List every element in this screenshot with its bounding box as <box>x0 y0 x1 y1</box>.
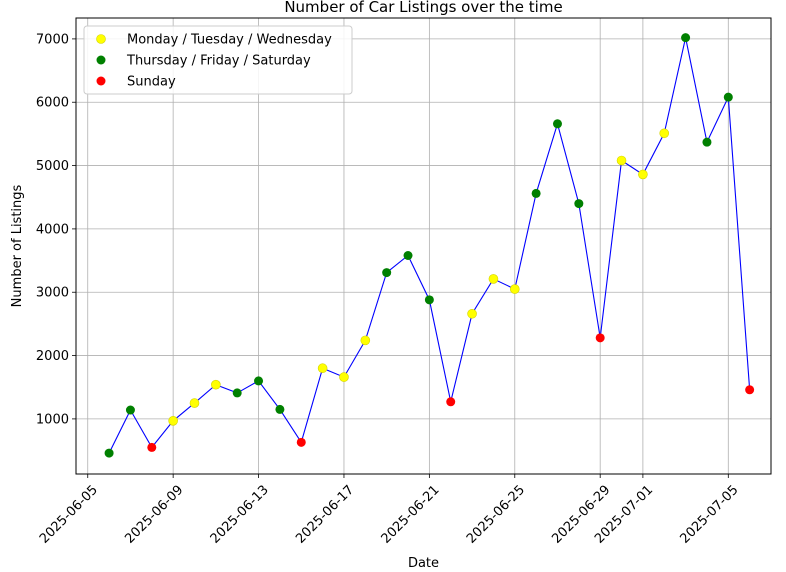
data-point <box>574 199 584 209</box>
legend-label: Thursday / Friday / Saturday <box>126 54 311 69</box>
data-point <box>232 388 242 398</box>
data-point <box>723 92 733 102</box>
data-point <box>595 333 605 343</box>
y-tick-label: 6000 <box>36 96 69 111</box>
data-point <box>552 119 562 129</box>
data-point <box>296 437 306 447</box>
data-point <box>275 404 285 414</box>
legend-marker <box>96 55 106 65</box>
data-point <box>254 376 264 386</box>
data-point <box>681 33 691 43</box>
data-point <box>189 398 200 408</box>
data-point <box>745 385 755 395</box>
data-point <box>317 363 328 374</box>
data-point <box>446 397 456 407</box>
data-point <box>702 137 712 147</box>
data-point <box>531 188 541 198</box>
data-point <box>488 274 499 284</box>
plot-frame <box>75 17 772 475</box>
data-point <box>467 308 477 319</box>
x-tick-label: 2025-06-17 <box>293 483 357 547</box>
legend-box <box>83 25 353 95</box>
series <box>104 33 755 458</box>
data-point <box>424 295 434 305</box>
legend-label: Monday / Tuesday / Wednesday <box>127 33 332 48</box>
y-tick-label: 7000 <box>36 32 69 47</box>
x-axis-label: Date <box>408 556 439 571</box>
data-point <box>125 405 135 415</box>
legend-label: Sunday <box>127 75 176 90</box>
data-point <box>659 128 670 139</box>
data-point <box>147 442 157 452</box>
data-point <box>616 155 627 166</box>
data-point <box>104 448 114 458</box>
x-tick-label: 2025-06-05 <box>37 483 101 547</box>
data-point <box>360 335 371 346</box>
y-tick-label: 2000 <box>36 349 69 364</box>
y-axis-label: Number of Listings <box>10 184 25 307</box>
data-point <box>509 284 520 294</box>
y-tick-label: 4000 <box>36 222 69 237</box>
y-tick-label: 5000 <box>36 159 69 174</box>
y-tick-label: 3000 <box>36 286 69 301</box>
data-point <box>403 251 413 260</box>
chart-title: Number of Car Listings over the time <box>284 0 562 16</box>
data-point <box>638 169 648 180</box>
x-tick-label: 2025-06-13 <box>208 483 272 547</box>
y-tick-label: 1000 <box>36 412 69 427</box>
legend: Monday / Tuesday / Wednesday Thursday / F… <box>83 25 353 95</box>
legend-marker <box>96 34 106 44</box>
x-tick-label: 2025-06-25 <box>464 483 528 547</box>
legend-marker <box>96 76 106 86</box>
data-point <box>211 379 221 390</box>
data-point <box>168 415 178 426</box>
axis-ticks: 1000 2000 3000 4000 5000 6000 7000 2025-06-05 20… <box>36 32 742 546</box>
x-tick-label: 2025-07-05 <box>678 483 742 547</box>
x-tick-label: 2025-06-21 <box>379 483 443 547</box>
x-tick-label: 2025-06-09 <box>122 483 186 547</box>
data-point <box>339 372 349 382</box>
data-point <box>382 268 392 278</box>
